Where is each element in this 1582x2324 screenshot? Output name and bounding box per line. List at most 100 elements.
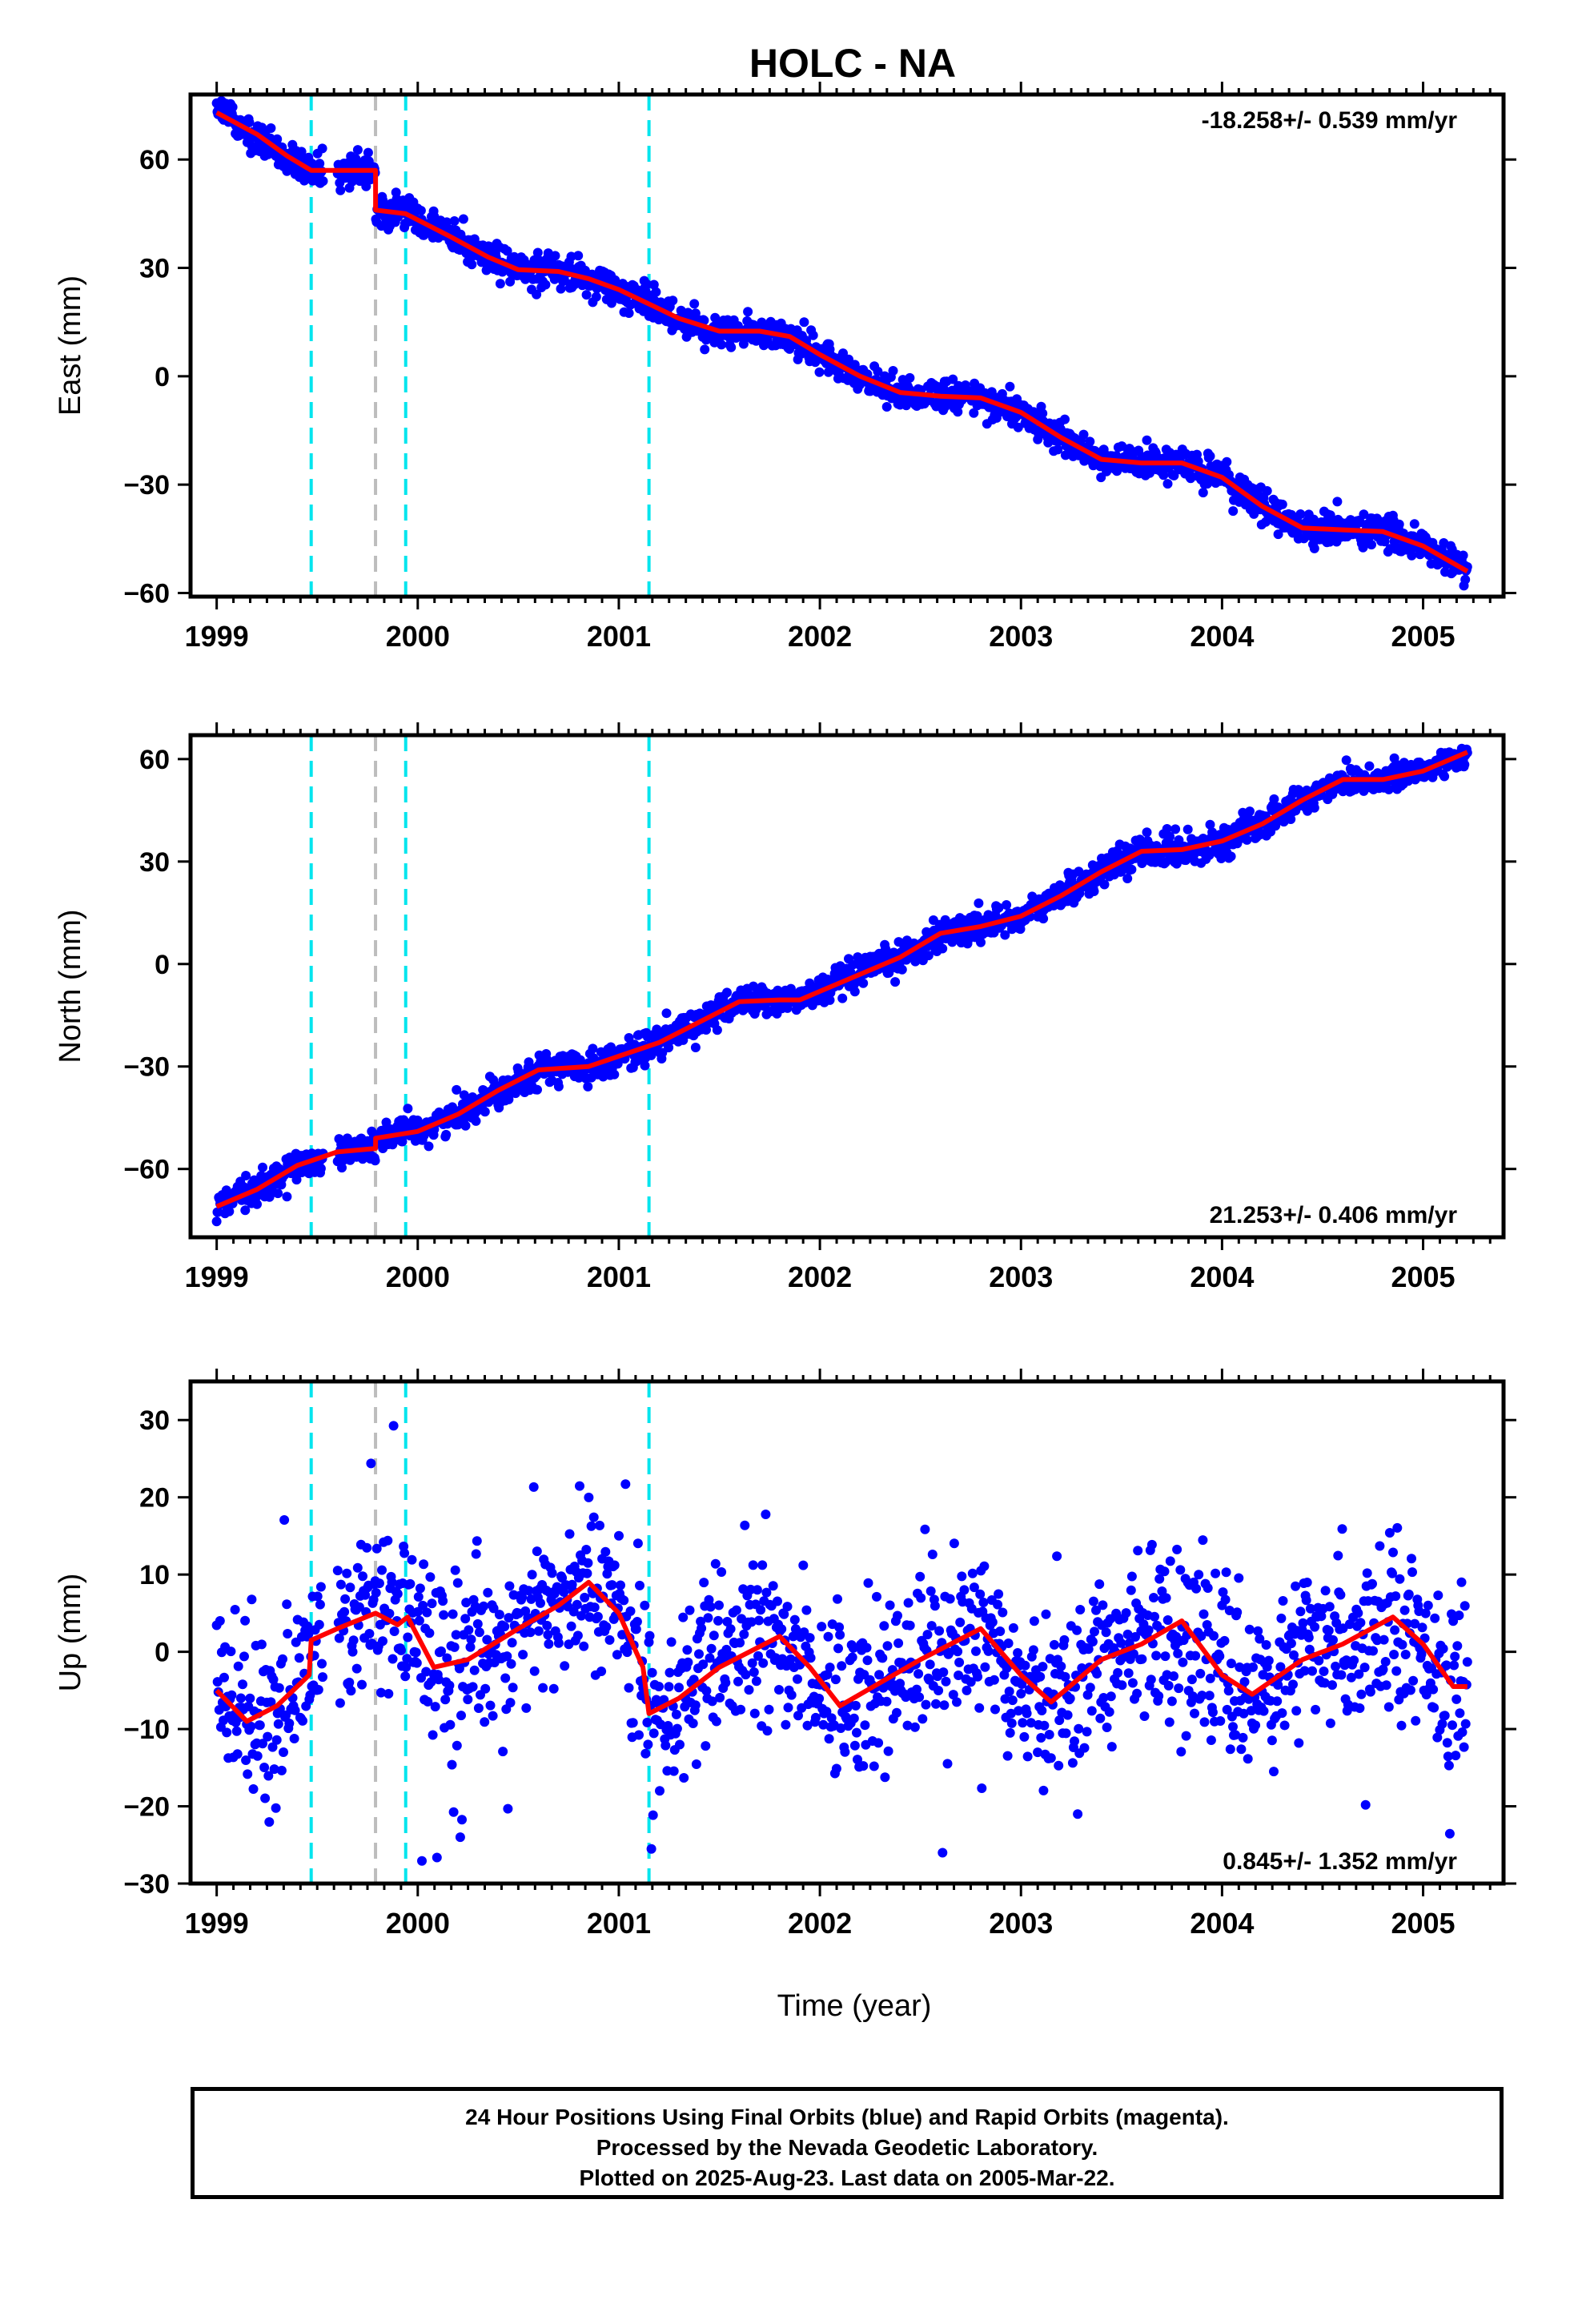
rate-annotation-east: -18.258+/- 0.539 mm/yr xyxy=(1202,107,1458,134)
observation-point xyxy=(783,1703,793,1713)
observation-point xyxy=(508,1683,518,1693)
observation-point xyxy=(424,1141,434,1152)
observation-point xyxy=(1067,1758,1078,1768)
observation-point xyxy=(442,217,452,227)
observation-point xyxy=(371,1587,381,1598)
observation-point xyxy=(263,1731,273,1742)
observation-point xyxy=(923,951,934,961)
observation-point xyxy=(274,1683,284,1693)
observation-point xyxy=(619,1595,629,1606)
observation-point xyxy=(447,1759,457,1770)
observation-point xyxy=(1142,827,1152,838)
observation-point xyxy=(1162,479,1173,489)
observation-point xyxy=(401,1662,412,1672)
observation-point xyxy=(352,145,363,155)
observation-point xyxy=(1003,1638,1014,1648)
observation-point xyxy=(315,1582,326,1592)
observation-point xyxy=(346,1686,356,1696)
observation-point xyxy=(850,1700,861,1711)
y-tick-label: 0 xyxy=(155,362,170,392)
observation-point xyxy=(339,1606,350,1617)
observation-point xyxy=(1046,1753,1056,1763)
observation-point xyxy=(315,159,325,169)
observation-point xyxy=(782,1602,793,1612)
observation-point xyxy=(1035,1671,1046,1682)
observation-point xyxy=(837,1661,847,1671)
observation-point xyxy=(671,1709,681,1719)
observation-point xyxy=(400,1548,410,1558)
observation-point xyxy=(678,1612,689,1622)
observation-point xyxy=(1074,1723,1084,1734)
observation-point xyxy=(474,1627,484,1638)
observation-point xyxy=(930,1601,940,1611)
observation-point xyxy=(926,1586,936,1596)
observation-point xyxy=(736,1704,746,1715)
observation-point xyxy=(219,1672,229,1683)
observation-point xyxy=(993,1599,1003,1610)
observation-point xyxy=(979,1561,990,1571)
x-tick-label: 2005 xyxy=(1391,620,1455,653)
observation-point xyxy=(318,1672,327,1683)
observation-point xyxy=(635,1580,644,1590)
observation-point xyxy=(934,1686,944,1695)
observation-point xyxy=(948,1690,958,1700)
observation-point xyxy=(258,1739,267,1749)
observation-point xyxy=(631,1624,641,1634)
observation-point xyxy=(374,1578,384,1589)
x-tick-label: 1999 xyxy=(185,620,249,653)
observation-point xyxy=(502,246,512,256)
observation-point xyxy=(472,1618,483,1629)
observation-point xyxy=(942,1759,953,1769)
observation-point xyxy=(938,1848,948,1858)
observation-point xyxy=(768,1581,778,1591)
observation-point xyxy=(810,1712,821,1723)
observation-point xyxy=(246,1721,256,1731)
observation-point xyxy=(609,1560,620,1570)
observation-point xyxy=(1460,574,1471,585)
observation-point xyxy=(640,1600,650,1610)
observation-point xyxy=(969,408,979,418)
observation-point xyxy=(624,1033,634,1043)
observation-point xyxy=(479,1601,489,1611)
observation-point xyxy=(1013,422,1023,432)
observation-point xyxy=(830,1675,841,1685)
observation-point xyxy=(661,1008,672,1019)
observation-point xyxy=(957,1571,967,1582)
observation-point xyxy=(387,1577,397,1587)
observation-point xyxy=(624,308,634,318)
observation-point xyxy=(258,1162,267,1172)
observation-point xyxy=(1169,470,1179,480)
observation-point xyxy=(354,1602,364,1612)
x-tick-label: 1999 xyxy=(185,1261,249,1293)
observation-point xyxy=(525,1627,536,1638)
observation-point xyxy=(439,1610,449,1620)
observation-point xyxy=(581,290,592,300)
observation-point xyxy=(1092,1669,1102,1679)
observation-point xyxy=(902,1720,913,1731)
observation-point xyxy=(305,1690,315,1700)
observation-point xyxy=(1006,1708,1016,1719)
observation-point xyxy=(604,1634,615,1645)
observation-point xyxy=(1325,510,1335,521)
observation-point xyxy=(456,1711,466,1721)
observation-point xyxy=(805,1653,816,1663)
observation-point xyxy=(1091,1605,1101,1615)
observation-point xyxy=(994,1589,1004,1599)
observation-point xyxy=(542,1620,552,1630)
observation-point xyxy=(931,1699,941,1709)
observation-point xyxy=(994,903,1004,913)
observation-point xyxy=(360,1590,371,1600)
observation-point xyxy=(403,1632,413,1642)
observation-point xyxy=(756,1605,766,1615)
observation-point xyxy=(298,1715,307,1726)
observation-point xyxy=(375,1687,386,1698)
observation-point xyxy=(1458,550,1468,561)
observation-point xyxy=(1242,834,1252,845)
observation-point xyxy=(733,1676,743,1687)
observation-point xyxy=(1074,866,1084,877)
observation-point xyxy=(485,1700,496,1711)
observation-point xyxy=(1049,1639,1059,1650)
observation-point xyxy=(231,1726,242,1736)
observation-point xyxy=(449,1642,460,1652)
observation-point xyxy=(934,1626,945,1636)
